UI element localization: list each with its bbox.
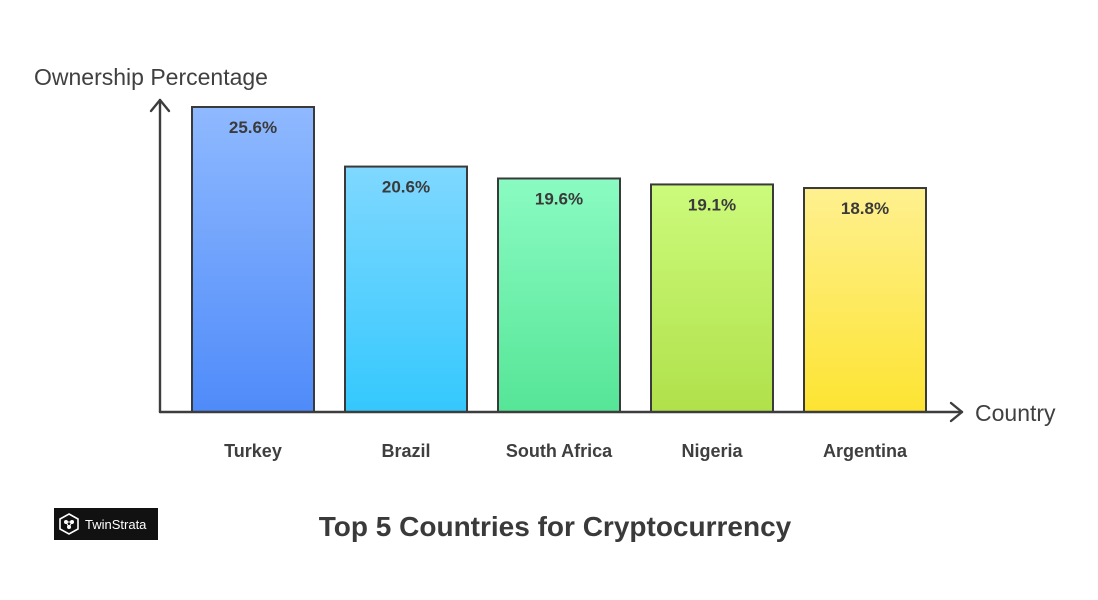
bar-brazil — [344, 165, 468, 413]
twinstrata-logo-icon — [59, 513, 79, 535]
labels-layer: 25.6% Turkey 20.6% Brazil 19.6% South Africa 1… — [224, 118, 908, 461]
x-tick-label: Argentina — [823, 441, 908, 461]
x-tick-label: South Africa — [506, 441, 613, 461]
data-label: 25.6% — [229, 118, 277, 137]
twinstrata-logo: TwinStrata — [54, 508, 158, 540]
brand-name: TwinStrata — [85, 516, 147, 532]
bars-layer — [191, 106, 927, 413]
x-tick-label: Turkey — [224, 441, 282, 461]
data-label: 19.6% — [535, 189, 583, 208]
x-tick-label: Nigeria — [681, 441, 743, 461]
bar-turkey — [191, 106, 315, 413]
y-axis-arrow — [149, 98, 171, 113]
data-label: 18.8% — [841, 199, 889, 218]
chart-title: Top 5 Countries for Cryptocurrency — [319, 511, 792, 542]
bar-south-africa — [497, 177, 621, 413]
data-label: 19.1% — [688, 195, 736, 214]
bar-nigeria — [650, 183, 774, 413]
y-axis-label: Ownership Percentage — [34, 64, 268, 90]
x-axis-label: Country — [975, 400, 1056, 426]
bar-argentina — [803, 187, 927, 413]
data-label: 20.6% — [382, 178, 430, 197]
x-axis-arrow — [949, 401, 964, 423]
x-tick-label: Brazil — [381, 441, 430, 461]
